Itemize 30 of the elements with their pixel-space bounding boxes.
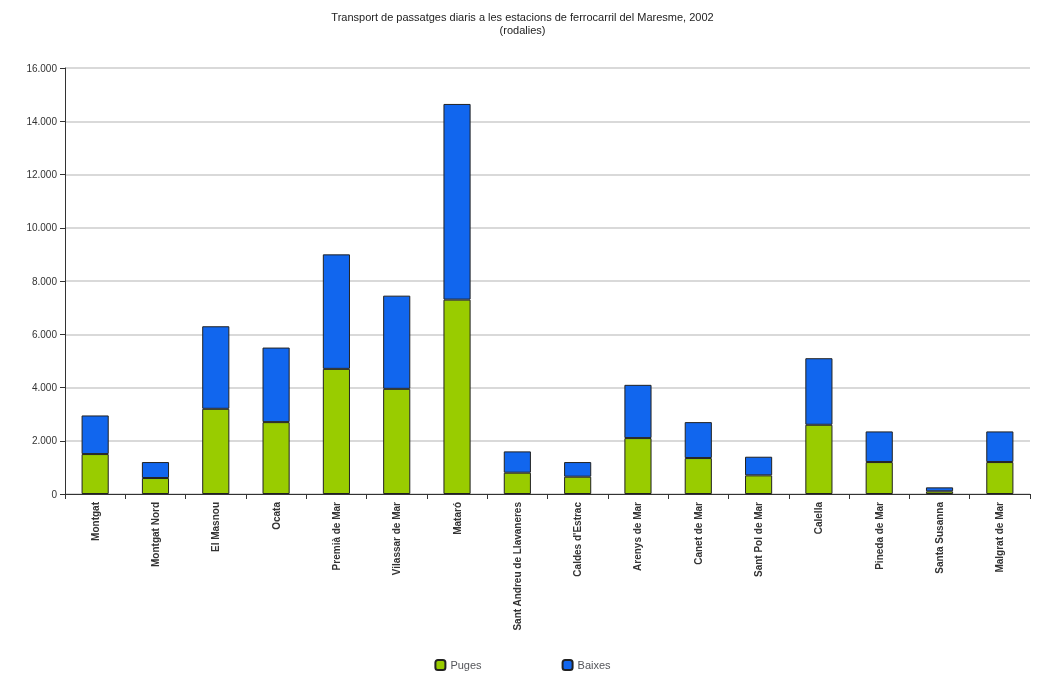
x-tick-label: Caldes d'Estrac [572, 501, 584, 577]
y-tick-label: 4.000 [31, 382, 58, 393]
x-tick-label: Montgat Nord [149, 502, 161, 567]
x-tick-label: Calella [813, 501, 825, 535]
x-tick-label: Santa Susanna [934, 501, 946, 574]
x-tick-label: Arenys de Mar [632, 501, 644, 571]
y-tick-label: 6.000 [31, 328, 58, 340]
x-tick-label: Vilassar de Mar [391, 501, 403, 576]
y-tick-label: 10.000 [26, 222, 58, 234]
y-tick-label: 2.000 [31, 435, 58, 447]
legend-label: Puges [450, 659, 483, 671]
y-tick-label: 14.000 [26, 115, 58, 127]
y-tick-label: 12.000 [26, 169, 58, 180]
x-tick-label: Montgat [89, 501, 101, 541]
legend-label: Baixes [577, 659, 612, 671]
x-tick-label: Pineda de Mar [873, 501, 885, 570]
chart-title: Transport de passatges diaris a les estacions de ferrocarril del Maresme, 2002 [331, 10, 714, 23]
x-tick-label: Malgrat de Mar [994, 501, 1006, 573]
x-tick-label: Sant Andreu de Llavaneres [511, 501, 523, 631]
x-tick-label: Mataró [451, 502, 463, 535]
bar [925, 487, 954, 492]
y-tick-label: 0 [51, 488, 58, 500]
x-tick-label: Sant Pol de Mar [753, 501, 765, 578]
x-tick-label: Canet de Mar [692, 501, 704, 565]
x-tick-label: El Masnou [210, 502, 222, 553]
y-tick-label: 8.000 [31, 275, 58, 287]
chart-subtitle: (rodalies) [499, 23, 546, 36]
y-tick-label: 16.000 [26, 62, 58, 74]
x-tick-label: Ocata [270, 501, 282, 530]
x-tick-label: Premià de Mar [330, 501, 342, 571]
